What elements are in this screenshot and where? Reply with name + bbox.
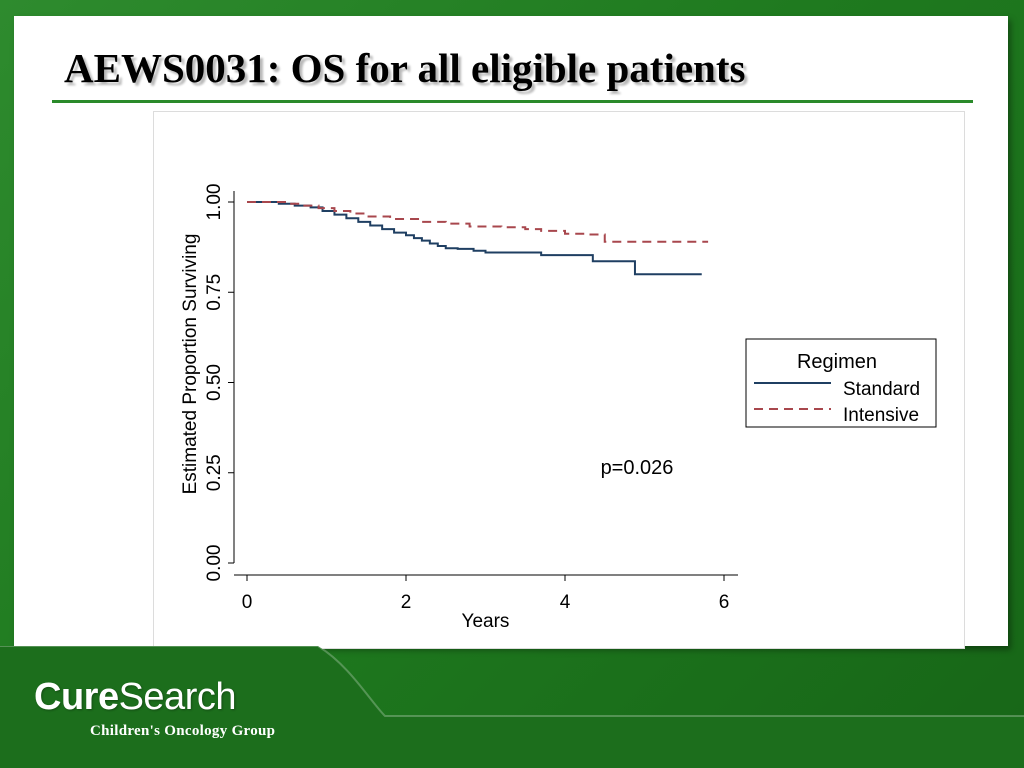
logo-tagline: Children's Oncology Group <box>90 723 276 739</box>
slide-title: AEWS0031: OS for all eligible patients <box>64 45 746 91</box>
legend-title: Regimen <box>797 351 877 373</box>
x-tick-label: 4 <box>560 592 571 613</box>
axes-layer: 0.00 0.25 0.50 0.75 1.00 0 2 4 6 <box>204 184 738 613</box>
legend-label-standard: Standard <box>843 379 920 400</box>
y-tick-label: 0.75 <box>204 274 225 311</box>
survival-chart: 0.00 0.25 0.50 0.75 1.00 0 2 4 6 Estimated Propo… <box>180 184 937 632</box>
logo-word-regular: Search <box>118 676 237 718</box>
logo-word-bold: Cure <box>34 676 119 718</box>
y-axis-label: Estimated Proportion Surviving <box>180 234 201 495</box>
y-tick-label: 0.50 <box>204 364 225 401</box>
series-layer <box>247 201 709 276</box>
legend-label-intensive: Intensive <box>843 405 919 426</box>
y-tick-label: 0.25 <box>204 454 225 491</box>
curesearch-logo: CureSearch <box>34 676 236 719</box>
chart-frame: 0.00 0.25 0.50 0.75 1.00 0 2 4 6 Estimated Propo… <box>153 111 965 649</box>
series-line-standard <box>247 201 702 276</box>
x-tick-label: 6 <box>719 592 730 613</box>
p-value-annotation: p=0.026 <box>601 457 674 479</box>
x-axis-label: Years <box>462 611 510 632</box>
y-tick-label: 1.00 <box>204 184 225 221</box>
legend: Regimen Standard Intensive <box>745 338 937 428</box>
title-divider <box>52 100 973 103</box>
series-line-intensive <box>247 201 709 243</box>
x-tick-label: 0 <box>242 592 253 613</box>
footer-wave <box>0 646 1024 768</box>
y-tick-label: 0.00 <box>204 545 225 582</box>
x-tick-label: 2 <box>401 592 412 613</box>
